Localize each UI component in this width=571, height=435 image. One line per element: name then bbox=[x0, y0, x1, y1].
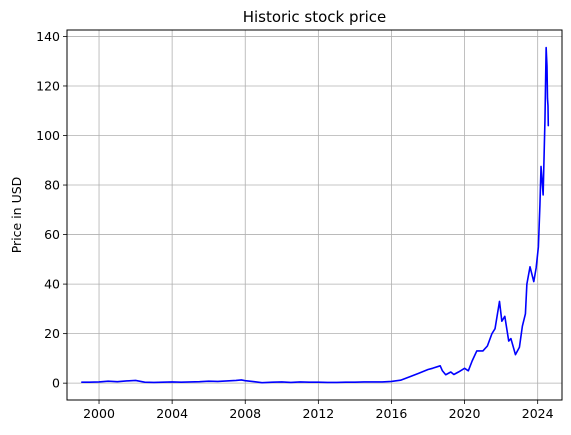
y-tick-label: 100 bbox=[36, 128, 60, 143]
ticks: 2000 2004 2008 2012 2016 2020 2024 0 20 40 60 80 100… bbox=[36, 29, 553, 421]
series-layer bbox=[81, 46, 550, 384]
x-tick-label: 2024 bbox=[522, 406, 554, 421]
plot-frame bbox=[66, 29, 563, 401]
series-line bbox=[81, 46, 550, 384]
y-axis-label: Price in USD bbox=[9, 177, 24, 254]
chart-title: Historic stock price bbox=[243, 8, 387, 26]
x-tick-label: 2012 bbox=[302, 406, 334, 421]
x-tick-label: 2020 bbox=[449, 406, 481, 421]
y-tick-label: 40 bbox=[44, 277, 60, 292]
grid bbox=[67, 30, 562, 400]
y-tick-label: 20 bbox=[44, 326, 60, 341]
y-tick-label: 80 bbox=[44, 178, 60, 193]
x-tick-label: 2004 bbox=[156, 406, 188, 421]
x-tick-label: 2016 bbox=[376, 406, 408, 421]
x-tick-label: 2008 bbox=[229, 406, 261, 421]
y-tick-label: 0 bbox=[52, 376, 60, 391]
x-tick-label: 2000 bbox=[83, 406, 115, 421]
y-tick-label: 60 bbox=[44, 227, 60, 242]
y-tick-label: 120 bbox=[36, 78, 60, 93]
y-tick-label: 140 bbox=[36, 29, 60, 44]
